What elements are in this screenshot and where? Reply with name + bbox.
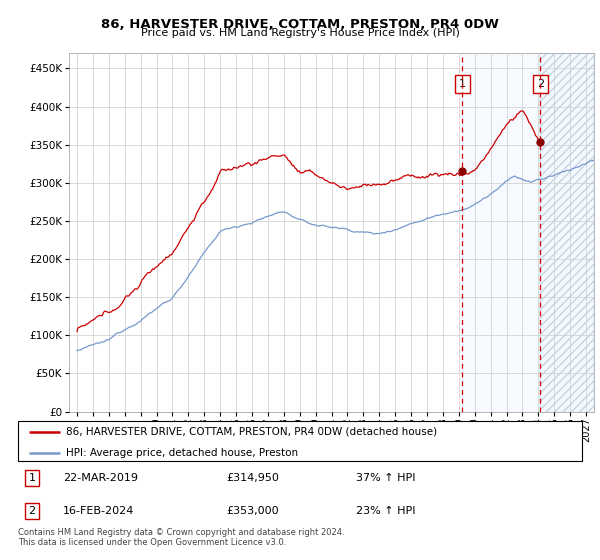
- Text: 2: 2: [29, 506, 35, 516]
- Bar: [462, 53, 540, 412]
- Text: 2: 2: [536, 79, 544, 88]
- Text: 22-MAR-2019: 22-MAR-2019: [63, 473, 138, 483]
- Text: 1: 1: [29, 473, 35, 483]
- Text: £314,950: £314,950: [227, 473, 280, 483]
- Text: 23% ↑ HPI: 23% ↑ HPI: [356, 506, 416, 516]
- Bar: [540, 53, 594, 412]
- Bar: [540, 53, 594, 412]
- Text: Contains HM Land Registry data © Crown copyright and database right 2024.
This d: Contains HM Land Registry data © Crown c…: [18, 528, 344, 547]
- Text: Price paid vs. HM Land Registry's House Price Index (HPI): Price paid vs. HM Land Registry's House …: [140, 28, 460, 38]
- Text: 86, HARVESTER DRIVE, COTTAM, PRESTON, PR4 0DW: 86, HARVESTER DRIVE, COTTAM, PRESTON, PR…: [101, 18, 499, 31]
- FancyBboxPatch shape: [18, 421, 582, 461]
- Text: 16-FEB-2024: 16-FEB-2024: [63, 506, 134, 516]
- Text: HPI: Average price, detached house, Preston: HPI: Average price, detached house, Pres…: [66, 448, 298, 458]
- Text: £353,000: £353,000: [227, 506, 280, 516]
- Text: 86, HARVESTER DRIVE, COTTAM, PRESTON, PR4 0DW (detached house): 86, HARVESTER DRIVE, COTTAM, PRESTON, PR…: [66, 427, 437, 437]
- Text: 1: 1: [459, 79, 466, 88]
- Text: 37% ↑ HPI: 37% ↑ HPI: [356, 473, 416, 483]
